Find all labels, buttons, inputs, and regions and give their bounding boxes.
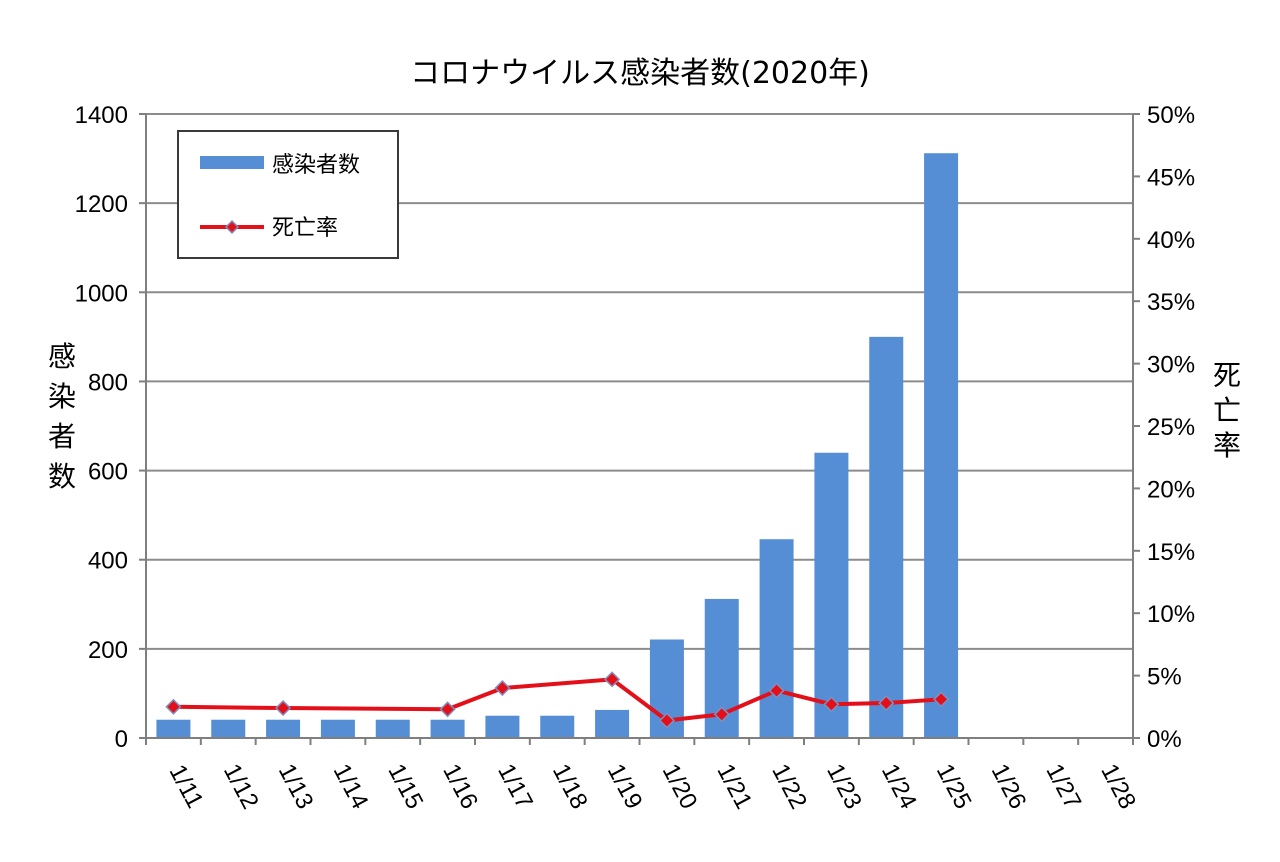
x-tick-label: 1/19 bbox=[602, 760, 648, 814]
bar bbox=[320, 719, 355, 738]
left-tick-label: 800 bbox=[88, 369, 128, 396]
left-tick-label: 200 bbox=[88, 637, 128, 664]
right-axis-title-char: 率 bbox=[1213, 429, 1241, 462]
right-tick-label: 35% bbox=[1147, 289, 1195, 316]
right-tick-label: 20% bbox=[1147, 476, 1195, 503]
right-axis-title: 死亡率 bbox=[1213, 359, 1241, 462]
x-tick-label: 1/11 bbox=[164, 760, 209, 812]
x-tick-label: 1/25 bbox=[931, 760, 977, 814]
bar bbox=[814, 452, 849, 738]
x-tick-label: 1/18 bbox=[547, 760, 593, 814]
death-rate-point bbox=[878, 694, 895, 712]
legend: 感染者数 死亡率 bbox=[177, 130, 399, 259]
death-rate-point bbox=[494, 680, 511, 697]
bars bbox=[156, 153, 959, 739]
x-tick-label: 1/15 bbox=[382, 760, 428, 814]
death-rate-point bbox=[165, 698, 182, 715]
left-tick-label: 600 bbox=[88, 459, 128, 486]
right-axis-title-char: 死 bbox=[1213, 359, 1241, 392]
death-rate-point bbox=[768, 682, 785, 699]
death-rate-point bbox=[275, 699, 292, 717]
right-tick-label: 30% bbox=[1147, 352, 1195, 379]
bar bbox=[924, 153, 959, 739]
left-tick-labels: 0 200 400 600 800 1000 1200 1400 bbox=[75, 102, 128, 753]
x-tick-label: 1/24 bbox=[876, 760, 922, 814]
death-rate-point bbox=[658, 712, 675, 729]
right-tick-label: 25% bbox=[1147, 414, 1195, 441]
left-axis-title-char: 感 bbox=[48, 340, 76, 373]
left-tick-label: 1000 bbox=[75, 280, 128, 307]
x-tick-label: 1/26 bbox=[986, 760, 1032, 814]
bar bbox=[156, 719, 191, 738]
right-tick-label: 10% bbox=[1147, 601, 1195, 628]
x-tick-label: 1/20 bbox=[657, 760, 703, 814]
death-rate-point bbox=[604, 671, 621, 688]
left-tick-label: 0 bbox=[115, 726, 128, 753]
x-tick-label: 1/13 bbox=[273, 760, 319, 814]
bar bbox=[869, 336, 904, 738]
right-axis-title-char: 亡 bbox=[1213, 394, 1241, 427]
bar bbox=[759, 539, 794, 738]
death-rate-point bbox=[713, 706, 730, 723]
right-tick-label: 40% bbox=[1147, 227, 1195, 254]
axes bbox=[139, 113, 1140, 745]
x-tick-label: 1/22 bbox=[766, 760, 812, 814]
x-tick-label: 1/14 bbox=[328, 760, 374, 814]
bar bbox=[375, 719, 410, 738]
bar bbox=[211, 719, 246, 738]
bar bbox=[430, 719, 465, 738]
legend-bar-swatch bbox=[200, 156, 264, 169]
left-tick-label: 1200 bbox=[75, 191, 128, 218]
x-tick-label: 1/21 bbox=[711, 760, 757, 814]
left-axis-title-char: 者 bbox=[48, 420, 76, 453]
right-tick-label: 45% bbox=[1147, 164, 1195, 191]
right-tick-labels: 0% 5% 10% 15% 20% 25% 30% 35% 40% 45% 50% bbox=[1147, 102, 1195, 753]
right-tick-label: 5% bbox=[1147, 664, 1182, 691]
right-tick-label: 15% bbox=[1147, 539, 1195, 566]
legend-bar-label: 感染者数 bbox=[272, 153, 360, 178]
x-tick-label: 1/28 bbox=[1095, 760, 1141, 814]
death-rate-point bbox=[439, 701, 456, 718]
x-tick-label: 1/17 bbox=[492, 760, 538, 814]
left-axis-title-char: 数 bbox=[48, 460, 76, 493]
death-rate-point bbox=[933, 691, 950, 708]
x-tick-labels: 1/11 1/12 1/13 1/14 1/15 1/16 1/17 1/18 1/19 1/20… bbox=[164, 760, 1142, 814]
x-tick-label: 1/16 bbox=[437, 760, 483, 814]
x-tick-label: 1/23 bbox=[821, 760, 867, 814]
bar bbox=[485, 715, 520, 738]
right-tick-label: 50% bbox=[1147, 102, 1195, 129]
left-axis-title-char: 染 bbox=[48, 380, 76, 413]
left-tick-label: 1400 bbox=[75, 102, 128, 129]
legend-line-label: 死亡率 bbox=[272, 216, 338, 241]
bar bbox=[266, 719, 301, 738]
left-tick-label: 400 bbox=[88, 548, 128, 575]
legend-box bbox=[177, 130, 399, 259]
death-rate-point bbox=[823, 696, 840, 713]
chart-title: コロナウイルス感染者数(2020年) bbox=[410, 56, 870, 91]
bar bbox=[595, 709, 630, 738]
right-tick-label: 0% bbox=[1147, 726, 1182, 753]
line-series bbox=[165, 671, 950, 729]
left-axis-title: 感染者数 bbox=[48, 340, 76, 493]
legend-line-marker bbox=[224, 219, 240, 235]
x-tick-label: 1/12 bbox=[218, 760, 264, 814]
x-tick-label: 1/27 bbox=[1040, 760, 1086, 814]
bar bbox=[540, 715, 575, 738]
